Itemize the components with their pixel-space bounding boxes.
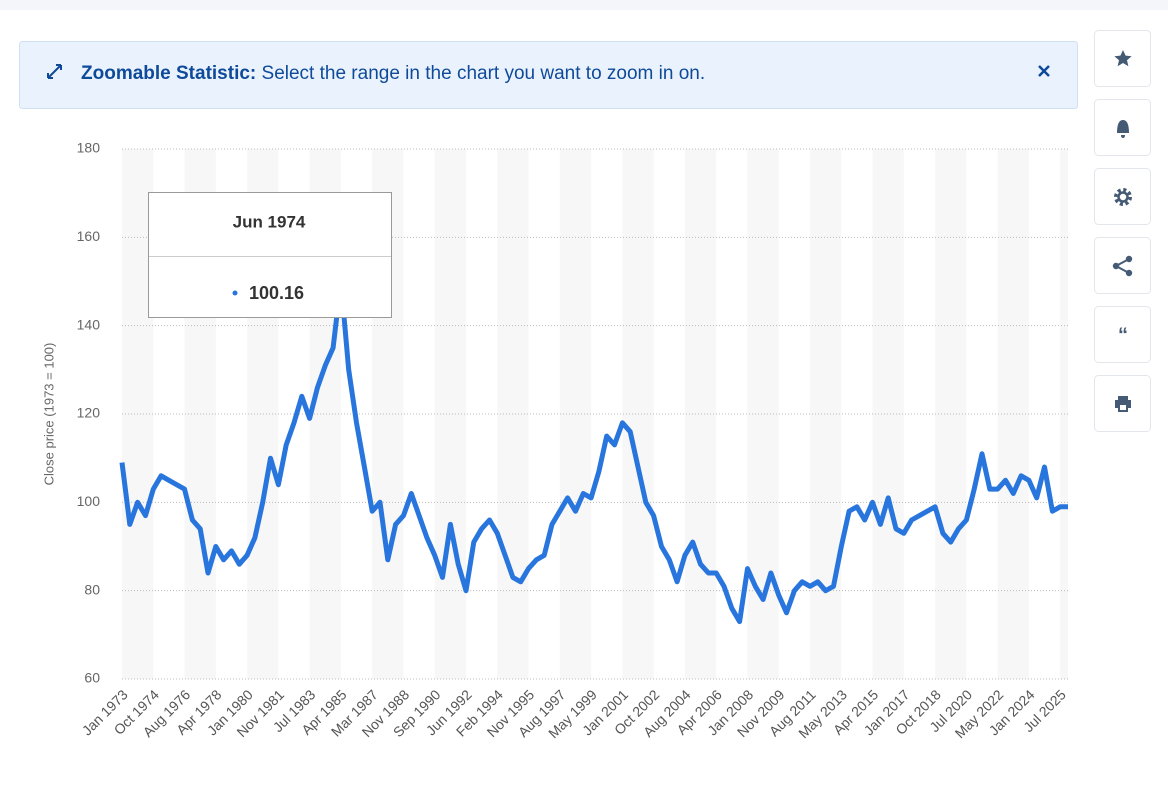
settings-button[interactable] (1094, 168, 1151, 225)
quote-icon: “ (1118, 324, 1128, 346)
y-tick-label: 160 (77, 228, 101, 244)
banner: Zoomable Statistic: Select the range in … (19, 41, 1078, 109)
y-tick-label: 60 (84, 670, 100, 686)
gear-icon (1114, 188, 1132, 206)
print-icon (1115, 396, 1131, 412)
stripe (434, 149, 466, 679)
tooltip-label: Jun 1974 (233, 212, 306, 231)
cite-button[interactable] (1094, 306, 1151, 363)
tooltip: Jun 1974 100.16 (148, 192, 392, 318)
star-icon (1114, 50, 1132, 67)
tooltip-dot (232, 290, 238, 296)
banner-title: Zoomable Statistic: (81, 63, 256, 84)
banner-text: Zoomable Statistic: Select the range in … (81, 63, 705, 84)
y-tick-label: 140 (77, 316, 101, 332)
tooltip-box (148, 192, 392, 318)
close-button[interactable] (1038, 65, 1050, 77)
y-tick-label: 80 (84, 581, 100, 597)
top-strip (0, 0, 1168, 10)
y-axis-label: Close price (1973 = 100) (41, 343, 56, 486)
y-tick-label: 180 (77, 140, 101, 156)
y-tick-label: 120 (77, 405, 101, 421)
banner-message: Select the range in the chart you want t… (262, 63, 706, 84)
toolbar-icons: “ (1112, 50, 1133, 412)
banner-box (19, 41, 1078, 109)
share-button[interactable] (1094, 237, 1151, 294)
tooltip-value: 100.16 (249, 283, 304, 303)
toolbar (1094, 30, 1151, 432)
stripe (872, 149, 904, 679)
bell-icon (1117, 120, 1129, 138)
share-icon (1112, 255, 1133, 277)
line (119, 279, 1068, 625)
zoom-icon (47, 64, 62, 79)
gear-core (1117, 191, 1129, 203)
y-tick-label: 100 (77, 493, 101, 509)
